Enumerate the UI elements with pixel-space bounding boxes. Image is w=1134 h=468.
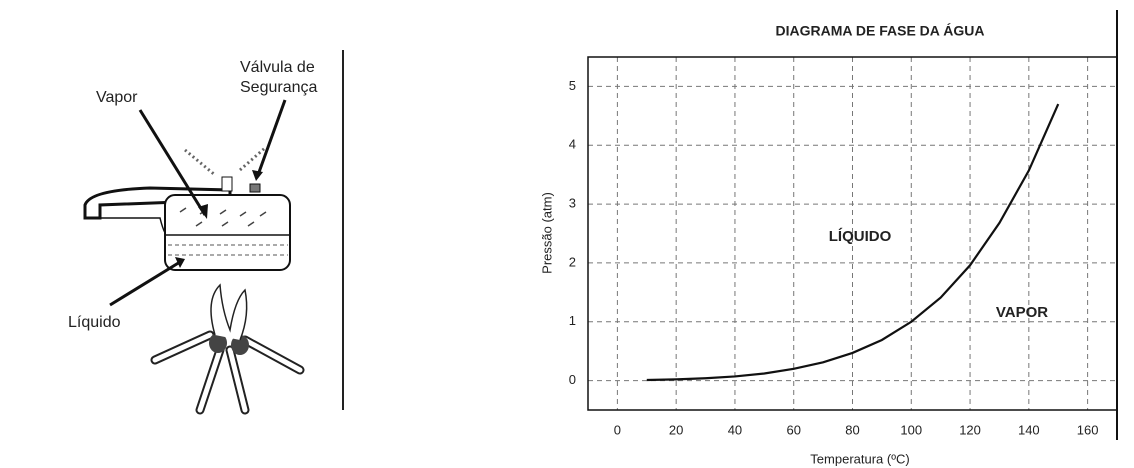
ember	[231, 335, 249, 355]
arrowhead	[175, 257, 185, 268]
wood-inner	[152, 332, 303, 413]
arrow-valve	[256, 99, 287, 176]
phase-curve	[646, 103, 1060, 382]
steam	[184, 146, 266, 177]
x-tick-label: 80	[845, 422, 859, 437]
ember	[209, 333, 227, 353]
y-tick-label: 4	[569, 137, 576, 152]
y-tick-label: 1	[569, 313, 576, 328]
x-tick-label: 20	[669, 422, 683, 437]
valve	[221, 176, 233, 192]
plot-frame	[587, 56, 1118, 411]
chart-title: DIAGRAMA DE FASE DA ÁGUA	[776, 23, 985, 39]
safety-valve	[249, 183, 261, 193]
region-label: VAPOR	[996, 304, 1048, 321]
label-vapor: Vapor	[96, 89, 138, 106]
pot	[164, 194, 291, 271]
region-label: LÍQUIDO	[829, 228, 892, 245]
y-tick-label: 2	[569, 254, 576, 269]
x-tick-label: 60	[786, 422, 800, 437]
arrow-liquid	[109, 260, 181, 307]
x-tick-label: 0	[614, 422, 621, 437]
arrow-vapor	[138, 109, 207, 216]
label-valve: Válvula de	[240, 59, 315, 76]
x-axis-label: Temperatura (ºC)	[810, 451, 909, 466]
arrowhead	[252, 170, 263, 181]
x-tick-label: 120	[959, 422, 981, 437]
x-tick-label: 100	[900, 422, 922, 437]
x-tick-label: 40	[728, 422, 742, 437]
wood	[150, 330, 305, 415]
y-axis-label: Pressão (atm)	[539, 192, 554, 274]
y-tick-label: 0	[569, 372, 576, 387]
label-liquid: Líquido	[68, 314, 121, 331]
y-tick-label: 3	[569, 196, 576, 211]
y-tick-label: 5	[569, 78, 576, 93]
arrowhead	[198, 204, 208, 219]
x-tick-label: 160	[1077, 422, 1099, 437]
handle-base	[90, 217, 171, 239]
label-valve: Segurança	[240, 79, 317, 96]
x-tick-label: 140	[1018, 422, 1040, 437]
pressure-cooker-diagram: Vapor Válvula de Segurança Líquido	[68, 50, 344, 415]
flame	[210, 283, 248, 341]
